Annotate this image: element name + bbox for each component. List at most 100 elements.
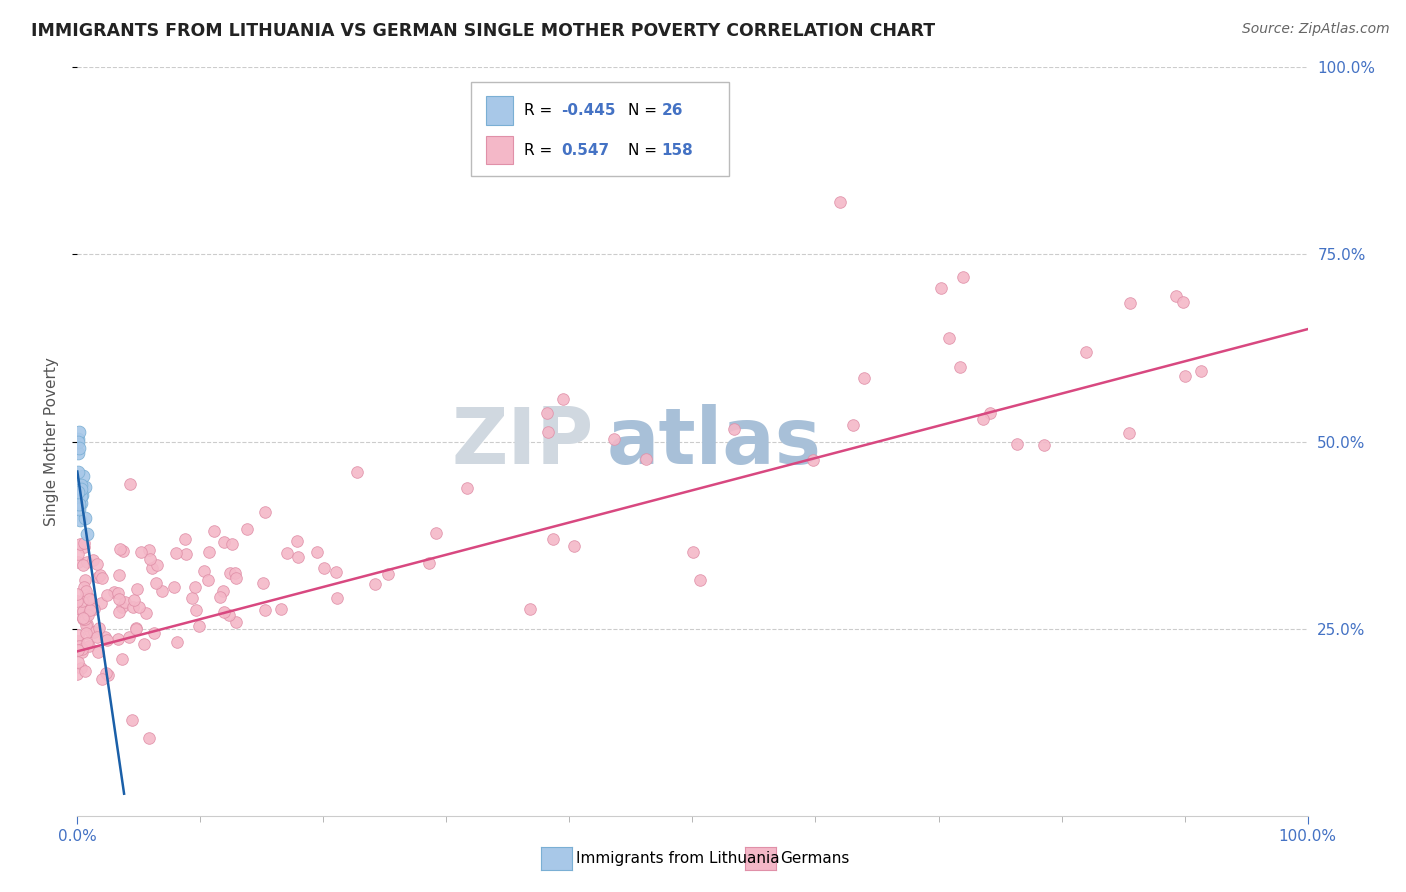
Point	[75, 583, 97, 598]
Text: ZIP: ZIP	[451, 403, 595, 480]
Point	[214, 534, 236, 549]
Point	[75, 625, 97, 640]
Point	[225, 615, 247, 630]
Point	[66, 485, 89, 500]
Point	[76, 616, 98, 631]
Point	[163, 580, 186, 594]
Text: N =: N =	[628, 103, 662, 118]
Point	[138, 731, 160, 745]
Point	[75, 588, 97, 602]
Point	[197, 545, 219, 559]
Point	[69, 513, 91, 527]
Point	[66, 555, 89, 569]
Point	[67, 640, 90, 654]
Text: 0.547: 0.547	[561, 143, 609, 158]
Point	[174, 532, 197, 546]
Point	[83, 625, 105, 640]
Point	[75, 618, 97, 632]
Point	[132, 637, 155, 651]
Point	[69, 496, 91, 510]
Point	[80, 600, 103, 615]
Point	[551, 392, 574, 407]
Point	[219, 566, 242, 580]
Point	[69, 488, 91, 502]
Text: Immigrants from Lithuania: Immigrants from Lithuania	[576, 852, 780, 866]
Point	[70, 645, 93, 659]
Point	[96, 632, 118, 647]
Point	[67, 498, 90, 512]
Point	[166, 635, 188, 649]
Point	[67, 498, 90, 512]
Point	[1033, 438, 1056, 452]
Point	[1174, 369, 1197, 384]
Point	[72, 488, 94, 502]
Point	[111, 651, 134, 665]
Point	[67, 484, 90, 499]
Point	[537, 425, 560, 439]
Point	[193, 564, 215, 578]
Point	[67, 607, 90, 621]
Text: IMMIGRANTS FROM LITHUANIA VS GERMAN SINGLE MOTHER POVERTY CORRELATION CHART: IMMIGRANTS FROM LITHUANIA VS GERMAN SING…	[31, 22, 935, 40]
Point	[929, 281, 952, 295]
Text: N =: N =	[628, 143, 662, 158]
Point	[682, 545, 704, 559]
Point	[79, 591, 101, 606]
Point	[197, 573, 219, 587]
Point	[82, 553, 104, 567]
Point	[76, 555, 98, 569]
Point	[66, 587, 89, 601]
Point	[377, 567, 399, 582]
Point	[118, 477, 141, 491]
Point	[79, 591, 101, 606]
Point	[79, 624, 101, 638]
Point	[73, 573, 96, 587]
Point	[634, 452, 657, 467]
Text: -0.445: -0.445	[561, 103, 616, 118]
Point	[75, 511, 97, 525]
Point	[1007, 437, 1029, 451]
Point	[66, 594, 89, 608]
Text: 26: 26	[662, 103, 683, 118]
Point	[67, 442, 90, 456]
Point	[1173, 294, 1195, 309]
Point	[176, 547, 198, 561]
Point	[118, 630, 141, 644]
Point	[543, 532, 565, 546]
Point	[67, 480, 90, 494]
Point	[122, 599, 145, 614]
Point	[97, 668, 120, 682]
Point	[111, 600, 134, 615]
Point	[325, 566, 347, 580]
Point	[72, 612, 94, 626]
Point	[72, 642, 94, 657]
Point	[125, 622, 148, 636]
Point	[1191, 364, 1213, 378]
Point	[979, 406, 1001, 420]
Point	[73, 580, 96, 594]
Point	[73, 540, 96, 554]
Point	[830, 194, 852, 209]
Point	[77, 639, 100, 653]
Point	[67, 655, 90, 669]
Point	[114, 595, 136, 609]
Point	[801, 453, 824, 467]
Point	[121, 714, 143, 728]
Point	[150, 584, 173, 599]
Point	[141, 561, 163, 575]
Point	[66, 633, 89, 648]
Point	[519, 601, 541, 615]
Text: atlas: atlas	[606, 403, 821, 480]
Point	[224, 566, 246, 581]
Point	[89, 567, 111, 582]
Point	[188, 619, 211, 633]
Point	[723, 422, 745, 436]
Point	[129, 545, 152, 559]
Point	[270, 601, 292, 615]
Point	[87, 621, 110, 635]
Point	[346, 465, 368, 479]
Point	[96, 588, 118, 602]
Point	[972, 412, 994, 426]
Point	[852, 370, 875, 384]
Point	[66, 432, 89, 446]
Point	[70, 661, 93, 675]
